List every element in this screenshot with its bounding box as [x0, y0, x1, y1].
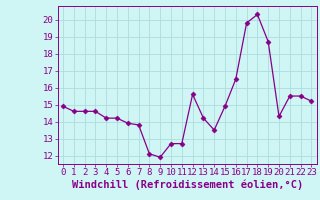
X-axis label: Windchill (Refroidissement éolien,°C): Windchill (Refroidissement éolien,°C) [72, 180, 303, 190]
